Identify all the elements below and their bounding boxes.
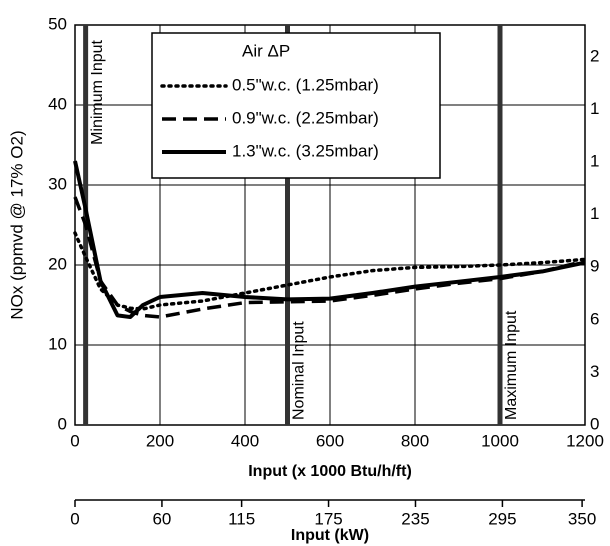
series-line xyxy=(73,160,586,319)
y2-tick-label: 1 xyxy=(590,99,599,118)
marker-label: Minimum Input xyxy=(89,39,106,144)
plot-frame xyxy=(74,24,586,426)
x-tick-label: 0 xyxy=(70,431,79,450)
marker-label: Nominal Input xyxy=(291,321,308,420)
y2-tick-label: 6 xyxy=(590,309,599,328)
x-axis-label: Input (x 1000 Btu/h/ft) xyxy=(248,463,412,480)
y2-tick-label: 1 xyxy=(590,151,599,170)
legend-title: Air ΔP xyxy=(242,41,290,60)
x2-tick-label: 0 xyxy=(70,509,79,528)
x2-tick-label: 295 xyxy=(488,509,516,528)
x2-axis-label: Input (kW) xyxy=(291,527,369,544)
series-line xyxy=(73,196,586,319)
legend-label: 0.5"w.c. (1.25mbar) xyxy=(232,75,379,94)
x2-tick-label: 350 xyxy=(568,509,596,528)
x2-tick-label: 115 xyxy=(228,509,255,528)
y-tick-label: 20 xyxy=(48,254,67,273)
y2-tick-label: 3 xyxy=(590,362,599,381)
y2-tick-label: 9 xyxy=(590,257,599,276)
x-tick-label: 400 xyxy=(231,431,259,450)
y-tick-label: 50 xyxy=(48,14,67,33)
x-tick-label: 1200 xyxy=(566,431,604,450)
y-tick-label: 40 xyxy=(48,94,67,113)
x-tick-label: 800 xyxy=(401,431,429,450)
y-tick-label: 30 xyxy=(48,174,67,193)
x-tick-label: 600 xyxy=(316,431,344,450)
y-tick-label: 0 xyxy=(58,414,67,433)
y-axis-label: NOx (ppmvd @ 17% O2) xyxy=(7,130,26,319)
legend-label: 1.3"w.c. (3.25mbar) xyxy=(232,141,379,160)
x2-tick-label: 60 xyxy=(152,509,171,528)
legend: Air ΔP 0.5"w.c. (1.25mbar) 0.9"w.c. (2.25m… xyxy=(151,32,441,179)
y2-tick-label: 1 xyxy=(590,204,599,223)
x-tick-label: 1000 xyxy=(481,431,519,450)
x-tick-label: 200 xyxy=(146,431,174,450)
y-tick-label: 10 xyxy=(48,334,67,353)
marker-label: Maximum Input xyxy=(503,310,520,420)
y2-tick-label: 2 xyxy=(590,46,599,65)
y2-tick-label: 0 xyxy=(590,414,599,433)
x2-tick-label: 175 xyxy=(314,509,342,528)
x2-tick-label: 235 xyxy=(401,509,429,528)
legend-label: 0.9"w.c. (2.25mbar) xyxy=(232,108,379,127)
